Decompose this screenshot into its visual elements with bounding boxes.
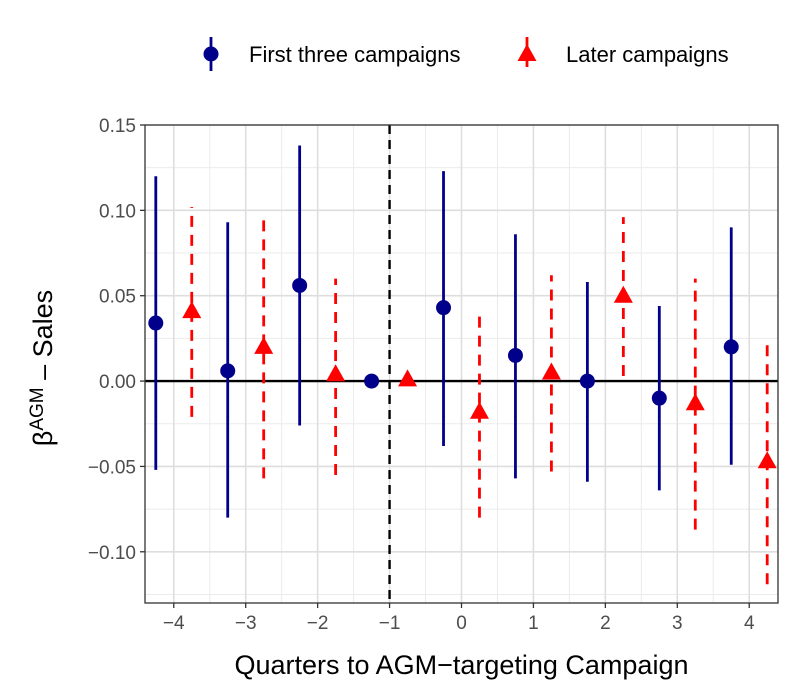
x-tick-label: 3 xyxy=(672,613,683,634)
point-marker xyxy=(723,339,739,355)
point-marker xyxy=(685,393,705,411)
series-1 xyxy=(148,145,739,518)
point-marker xyxy=(757,451,777,469)
legend-key-marker xyxy=(203,46,219,62)
x-axis-title: Quarters to AGM−targeting Campaign xyxy=(235,650,689,680)
point-marker xyxy=(507,347,523,363)
point-marker xyxy=(436,300,452,316)
point-marker xyxy=(148,315,164,331)
axes: −0.10 −0.05 0.00 0.05 0.10 0.15 −4 −3 −2 −1 0 1 2 3 4 xyxy=(88,116,755,634)
y-tick-label: −0.10 xyxy=(88,543,136,564)
point-marker xyxy=(254,336,274,354)
point-marker xyxy=(579,373,595,389)
y-axis-title-symbol: β xyxy=(28,431,58,447)
point-marker xyxy=(326,364,346,382)
series-2 xyxy=(182,206,777,585)
y-axis-title: βAGM – Sales xyxy=(27,290,58,446)
legend-item-1: First three campaigns xyxy=(203,37,461,71)
legend-label: First three campaigns xyxy=(249,42,461,67)
point-marker xyxy=(469,401,489,419)
x-tick-label: −3 xyxy=(235,613,257,634)
legend-key-marker xyxy=(517,44,537,61)
legend: First three campaigns Later campaigns xyxy=(203,37,729,71)
point-marker xyxy=(220,363,236,379)
y-tick-label: −0.05 xyxy=(88,457,136,478)
y-tick-label: 0.10 xyxy=(99,201,136,222)
y-axis-title-superscript: AGM xyxy=(27,387,48,430)
point-marker xyxy=(364,373,380,389)
legend-label: Later campaigns xyxy=(566,42,729,67)
point-marker xyxy=(651,390,667,406)
y-axis-title-suffix: – Sales xyxy=(28,290,58,388)
point-marker xyxy=(182,301,202,319)
x-tick-label: 1 xyxy=(528,613,539,634)
x-tick-label: 0 xyxy=(456,613,467,634)
data-marks xyxy=(148,145,777,585)
point-marker xyxy=(398,369,418,387)
point-marker xyxy=(292,277,308,293)
plot-panel xyxy=(144,124,779,604)
legend-item-2: Later campaigns xyxy=(517,37,729,71)
x-tick-label: −4 xyxy=(163,613,185,634)
reference-lines xyxy=(145,125,778,603)
y-tick-label: 0.05 xyxy=(99,287,136,308)
point-marker xyxy=(541,362,561,380)
y-tick-label: 0.15 xyxy=(99,116,136,137)
x-tick-label: −2 xyxy=(307,613,329,634)
x-tick-label: −1 xyxy=(379,613,401,634)
x-tick-label: 4 xyxy=(744,613,755,634)
x-tick-label: 2 xyxy=(600,613,611,634)
y-tick-label: 0.00 xyxy=(99,372,136,393)
point-marker xyxy=(613,285,633,303)
